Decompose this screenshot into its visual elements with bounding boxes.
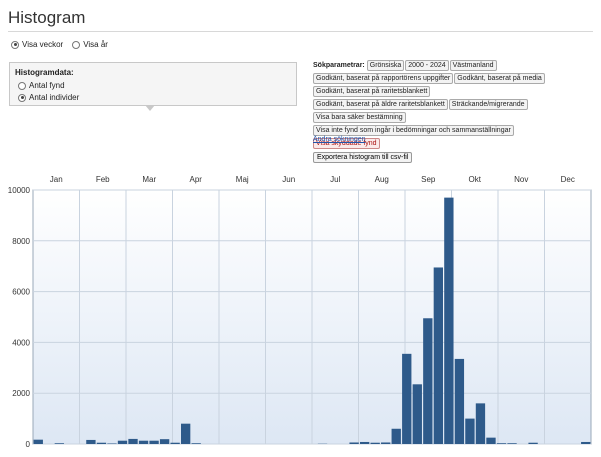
histogram-bar — [423, 318, 432, 444]
param-chip[interactable]: Godkänt, baserat på media — [454, 73, 544, 84]
count-observations-option[interactable]: Antal fynd — [18, 81, 65, 90]
export-csv-button[interactable]: Exportera histogram till csv-fil — [313, 152, 412, 163]
month-label: Maj — [236, 175, 249, 184]
histogram-bar — [381, 442, 390, 444]
count-observations-radio[interactable] — [18, 82, 26, 90]
month-label: Apr — [190, 175, 203, 184]
histogram-bar — [107, 443, 116, 444]
month-label: Sep — [421, 175, 436, 184]
histogram-bar — [476, 403, 485, 444]
histogram-bar — [86, 440, 95, 444]
histogram-data-panel: Histogramdata: Antal fynd Antal individe… — [9, 62, 297, 106]
histogram-bar — [413, 384, 422, 444]
month-label: Jan — [50, 175, 63, 184]
param-chip[interactable]: Sträckande/migrerande — [449, 99, 528, 110]
page-title: Histogram — [8, 8, 85, 28]
param-chip[interactable]: Visa bara säker bestämning — [313, 112, 406, 123]
show-weeks-radio[interactable] — [11, 41, 19, 49]
y-tick-label: 0 — [26, 440, 31, 449]
search-parameters-label: Sökparametrar: — [313, 62, 365, 69]
month-label: Jul — [330, 175, 340, 184]
param-chip[interactable]: Grönsiska — [367, 60, 405, 71]
histogram-bar — [55, 443, 64, 444]
count-individuals-option[interactable]: Antal individer — [18, 93, 79, 102]
y-tick-label: 4000 — [12, 338, 30, 347]
panel-title: Histogramdata: — [15, 68, 74, 77]
histogram-bar — [444, 198, 453, 444]
count-individuals-label[interactable]: Antal individer — [29, 93, 79, 102]
histogram-bar — [118, 441, 127, 444]
title-divider — [8, 31, 593, 32]
view-options: Visa veckor Visa år — [11, 40, 114, 49]
histogram-bar — [402, 354, 411, 444]
month-label: Okt — [469, 175, 482, 184]
param-chip[interactable]: Västmanland — [450, 60, 497, 71]
param-chip[interactable]: Godkänt, baserat på raritetsblankett — [313, 86, 430, 97]
change-search-link[interactable]: Ändra sökningen — [313, 136, 366, 143]
count-observations-label[interactable]: Antal fynd — [29, 81, 65, 90]
histogram-bar — [371, 443, 380, 444]
y-tick-label: 10000 — [8, 186, 31, 195]
histogram-bar — [149, 441, 158, 444]
y-tick-label: 8000 — [12, 237, 30, 246]
histogram-bar — [455, 359, 464, 444]
histogram-bar — [581, 442, 590, 444]
histogram-bar — [528, 443, 537, 444]
histogram-bar — [349, 442, 358, 444]
histogram-bar — [170, 443, 179, 444]
month-label: Dec — [561, 175, 575, 184]
histogram-svg: 0 2000 4000 6000 8000 10000 Jan Feb Mar Apr Maj Jun… — [0, 168, 601, 452]
param-chip[interactable]: Visa inte fynd som ingår i bedömningar o… — [313, 125, 514, 136]
histogram-bar — [34, 440, 43, 444]
show-years-label[interactable]: Visa år — [83, 40, 108, 49]
param-chip[interactable]: Godkänt, baserat på äldre raritetsblanke… — [313, 99, 448, 110]
histogram-bar — [160, 439, 169, 444]
histogram-bar — [434, 267, 443, 444]
histogram-bar — [392, 429, 401, 444]
month-label: Jun — [282, 175, 295, 184]
histogram-bar — [507, 443, 516, 444]
y-tick-label: 2000 — [12, 389, 30, 398]
histogram-bar — [192, 443, 201, 444]
show-years-radio[interactable] — [72, 41, 80, 49]
histogram-bar — [486, 438, 495, 444]
param-chip[interactable]: 2000 - 2024 — [405, 60, 448, 71]
param-chip[interactable]: Godkänt, baserat på rapportörens uppgift… — [313, 73, 453, 84]
histogram-bar — [181, 424, 190, 444]
show-weeks-label[interactable]: Visa veckor — [22, 40, 63, 49]
histogram-bar — [497, 443, 506, 444]
histogram-bar — [360, 442, 369, 444]
histogram-bar — [97, 443, 106, 444]
histogram-bar — [139, 441, 148, 444]
histogram-chart: 0 2000 4000 6000 8000 10000 Jan Feb Mar Apr Maj Jun… — [0, 168, 601, 452]
month-label: Aug — [375, 175, 389, 184]
count-individuals-radio[interactable] — [18, 94, 26, 102]
month-label: Feb — [96, 175, 110, 184]
month-label: Nov — [514, 175, 528, 184]
panel-pointer — [145, 105, 155, 111]
y-tick-label: 6000 — [12, 288, 30, 297]
histogram-bar — [128, 439, 137, 444]
histogram-bar — [465, 419, 474, 444]
month-label: Mar — [142, 175, 156, 184]
